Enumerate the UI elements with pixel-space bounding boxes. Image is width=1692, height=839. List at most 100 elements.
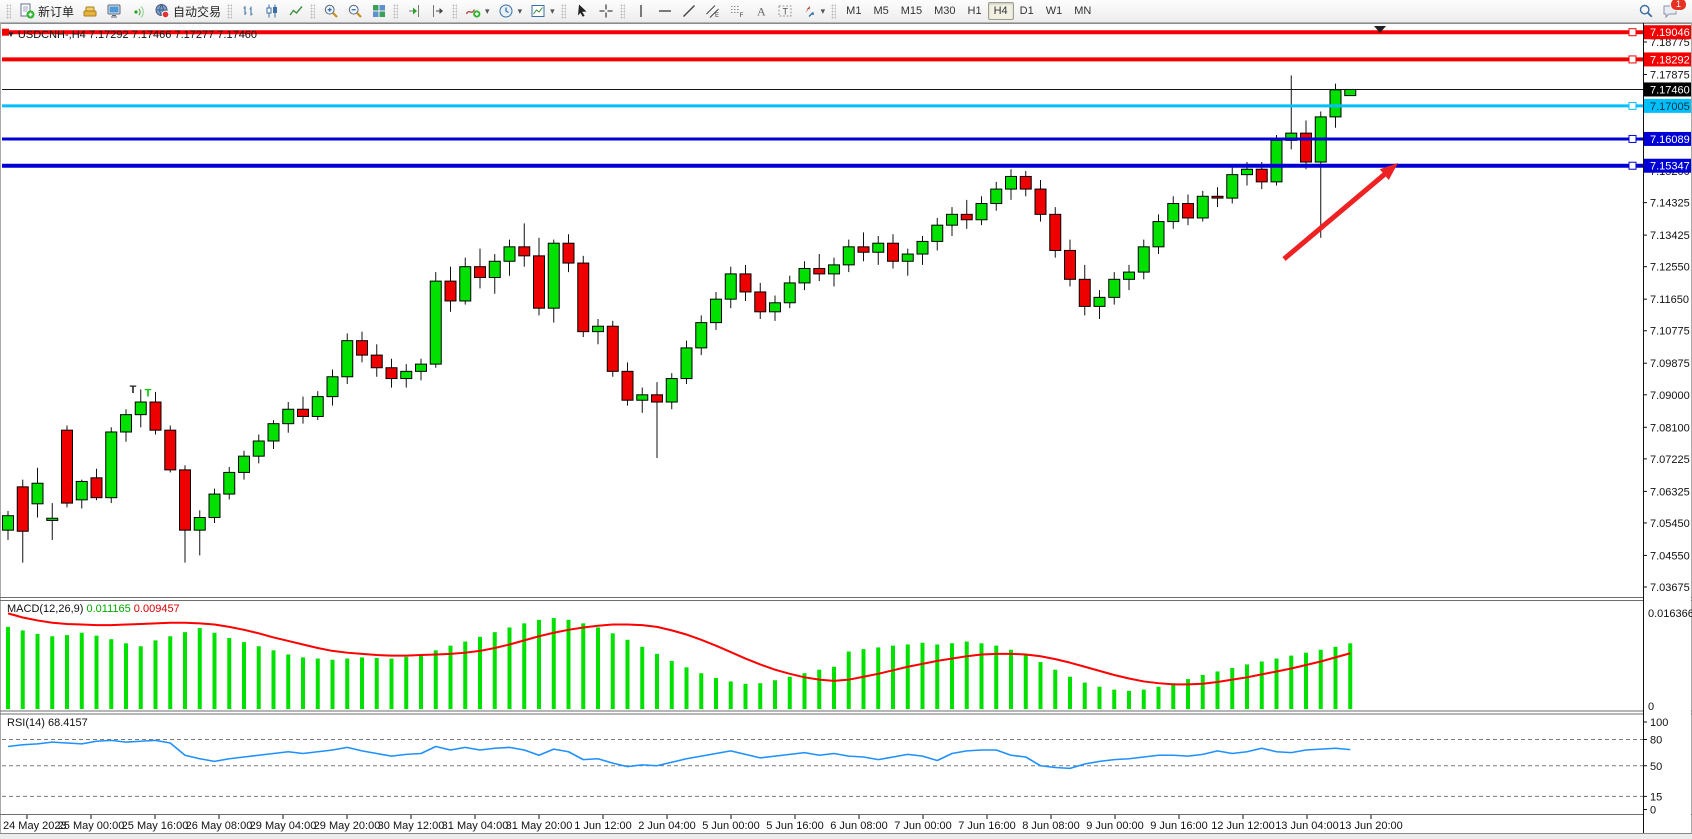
fibonacci-button[interactable]: F <box>725 1 749 22</box>
signals-icon <box>130 3 146 19</box>
auto-trading-icon <box>154 3 170 19</box>
horizontal-line-button[interactable] <box>653 1 677 22</box>
timeframe-m1[interactable]: M1 <box>846 5 862 17</box>
price-tick-label: 7.17875 <box>1650 69 1690 81</box>
toolbar-grip[interactable] <box>560 3 566 19</box>
crosshair-button[interactable] <box>594 1 618 22</box>
fibonacci-icon: F <box>729 3 745 19</box>
chart-shift-button[interactable] <box>426 1 450 22</box>
chat-button[interactable]: 1 <box>1658 0 1687 22</box>
vertical-line-button[interactable] <box>629 1 653 22</box>
periods-button[interactable]: ▾ <box>494 1 527 22</box>
text-button[interactable]: A <box>749 1 773 22</box>
deposit-button[interactable] <box>78 1 102 22</box>
zoom-in-icon <box>323 3 339 19</box>
time-label: 2 Jun 04:00 <box>638 820 696 832</box>
line-chart-button[interactable] <box>284 1 308 22</box>
indicators-button[interactable]: ▾ <box>461 1 494 22</box>
deposit-icon <box>82 3 98 19</box>
macd-indicator-label: MACD(12,26,9) 0.011165 0.009457 <box>7 603 180 615</box>
text-icon: A <box>753 3 769 19</box>
arrows-tool-icon <box>801 3 817 19</box>
tile-windows-button[interactable] <box>367 1 391 22</box>
cursor-button[interactable] <box>570 1 594 22</box>
price-tick-label: 7.05450 <box>1650 518 1690 530</box>
time-label: 29 May 04:00 <box>250 820 317 832</box>
signals-button[interactable] <box>126 1 150 22</box>
time-label: 25 May 16:00 <box>122 820 189 832</box>
search-icon <box>1638 3 1654 19</box>
price-tick-label: 7.09000 <box>1650 390 1690 402</box>
trend-line-button[interactable] <box>677 1 701 22</box>
toolbar-grip[interactable] <box>227 3 233 19</box>
trend-line-icon <box>681 3 697 19</box>
candlestick-chart-button[interactable] <box>260 1 284 22</box>
timeframe-d1[interactable]: D1 <box>1019 5 1034 17</box>
timeframe-w1[interactable]: W1 <box>1045 5 1063 17</box>
svg-text:T: T <box>130 384 137 396</box>
symbol-dropdown-icon: ▼ <box>7 30 15 39</box>
toolbar-grip[interactable] <box>831 3 837 19</box>
auto-scroll-button[interactable] <box>402 1 426 22</box>
toolbar-grip[interactable] <box>619 3 625 19</box>
horizontal-line-icon <box>657 3 673 19</box>
equidistant-channel-icon: E <box>705 3 721 19</box>
price-badge: 7.19046 <box>1650 27 1690 39</box>
price-badge: 7.18292 <box>1650 54 1690 66</box>
auto-trading-button[interactable]: 自动交易 <box>150 1 225 22</box>
toolbar-grip[interactable] <box>310 3 316 19</box>
price-tick-label: 7.04550 <box>1650 550 1690 562</box>
timeframe-mn[interactable]: MN <box>1074 5 1092 17</box>
price-tick-label: 7.12550 <box>1650 262 1690 274</box>
indicators-icon <box>465 3 481 19</box>
vertical-line-icon <box>633 3 649 19</box>
equidistant-channel-button[interactable]: E <box>701 1 725 22</box>
chart-shift-icon <box>430 3 446 19</box>
svg-text:T: T <box>145 388 152 400</box>
periods-icon <box>498 3 514 19</box>
time-label: 5 Jun 00:00 <box>702 820 760 832</box>
price-tick-label: 7.18775 <box>1650 37 1690 49</box>
toolbar-grip[interactable] <box>393 3 399 19</box>
timeframe-h1[interactable]: H1 <box>967 5 982 17</box>
timeframe-h4[interactable]: H4 <box>987 2 1014 20</box>
zoom-out-button[interactable] <box>343 1 367 22</box>
timeframe-m5[interactable]: M5 <box>873 5 889 17</box>
chevron-down-icon: ▾ <box>517 5 523 16</box>
macd-signal-value: 0.009457 <box>133 603 180 615</box>
timeframe-m15[interactable]: M15 <box>900 5 923 17</box>
templates-icon <box>530 3 546 19</box>
time-label: 31 May 20:00 <box>506 820 573 832</box>
templates-button[interactable]: ▾ <box>526 1 559 22</box>
time-label: 29 May 20:00 <box>314 820 381 832</box>
search-button[interactable] <box>1634 1 1658 22</box>
svg-text:F: F <box>739 12 743 19</box>
macd-name: MACD(12,26,9) <box>7 603 84 615</box>
timeframe-m30[interactable]: M30 <box>934 5 956 17</box>
text-label-button[interactable]: T <box>773 1 797 22</box>
svg-text:E: E <box>715 13 719 19</box>
price-badge: 7.17460 <box>1650 84 1690 96</box>
terminal-icon <box>106 3 122 19</box>
new-order-button[interactable]: 新订单 <box>15 1 78 22</box>
rsi-name: RSI(14) <box>7 717 45 729</box>
zoom-out-icon <box>347 3 363 19</box>
toolbar-grip[interactable] <box>452 3 458 19</box>
time-label: 12 Jun 12:00 <box>1211 820 1275 832</box>
price-tick-label: 7.07225 <box>1650 454 1690 466</box>
time-label: 6 Jun 08:00 <box>830 820 888 832</box>
cursor-icon <box>574 3 590 19</box>
crosshair-icon <box>598 3 614 19</box>
arrows-tool-button[interactable]: ▾ <box>797 1 830 22</box>
toolbar-grip[interactable] <box>6 3 11 19</box>
terminal-button[interactable] <box>102 1 126 22</box>
bar-chart-button[interactable] <box>236 1 260 22</box>
auto-scroll-icon <box>406 3 422 19</box>
text-label-icon: T <box>777 3 793 19</box>
time-label: 13 Jun 04:00 <box>1275 820 1339 832</box>
price-badge: 7.16089 <box>1650 134 1690 146</box>
zoom-in-button[interactable] <box>319 1 343 22</box>
chevron-down-icon: ▾ <box>550 5 555 16</box>
time-label: 26 May 08:00 <box>186 820 253 832</box>
